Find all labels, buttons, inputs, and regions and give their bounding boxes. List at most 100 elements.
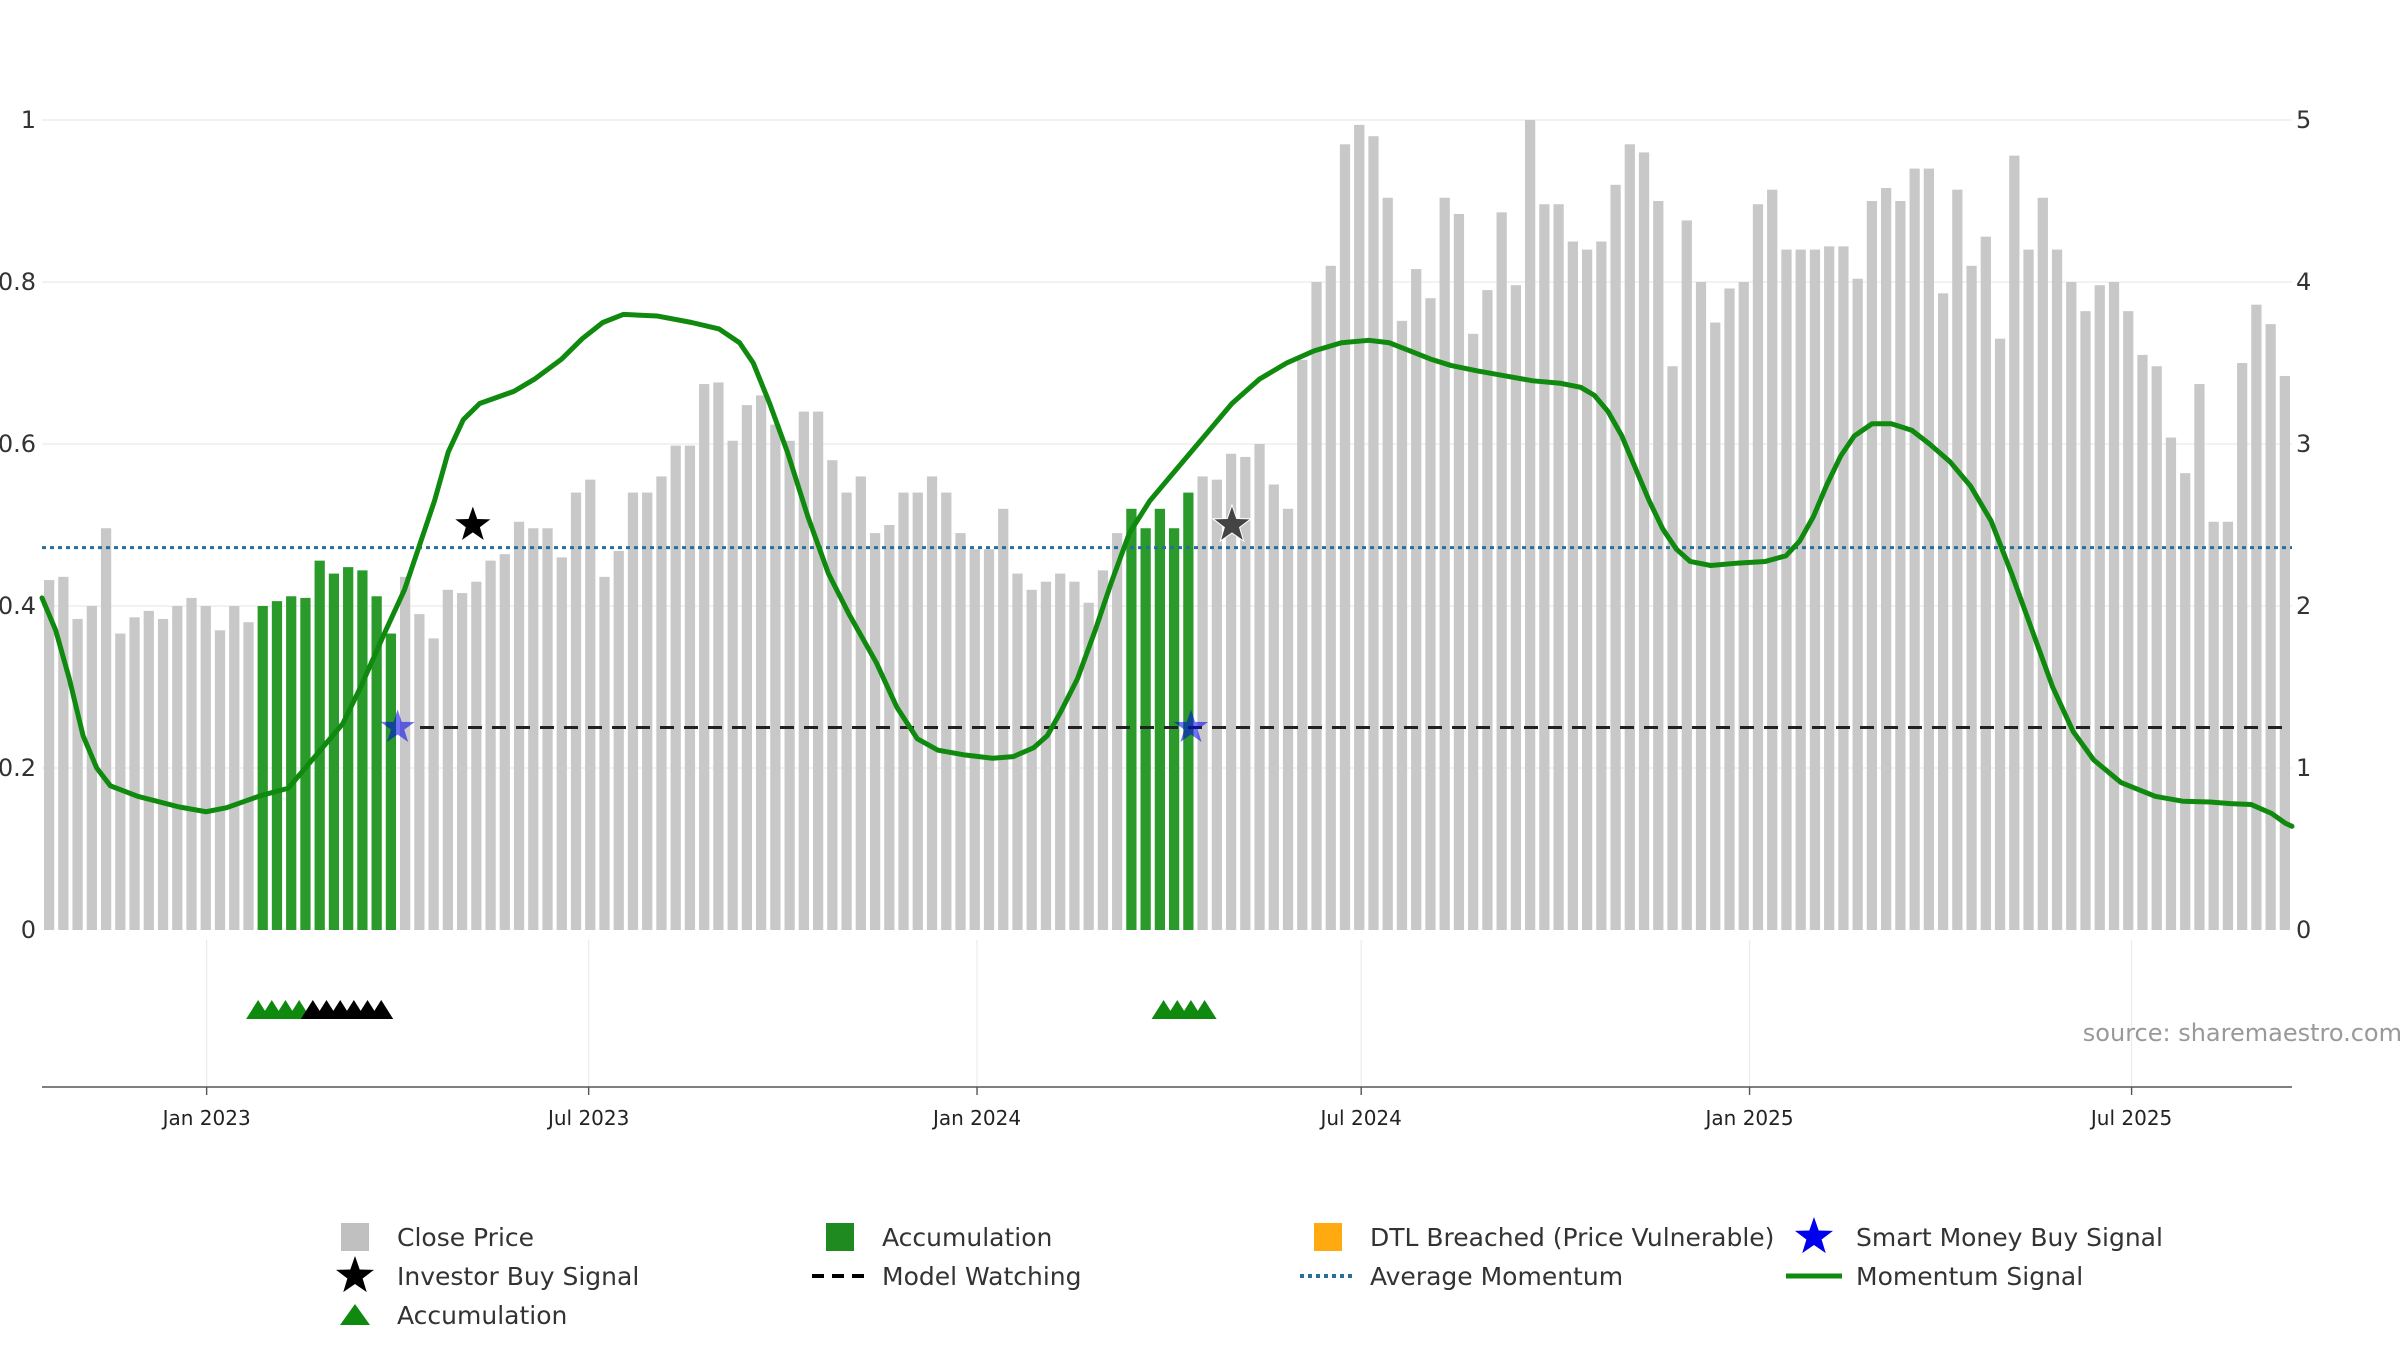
close-price-bar xyxy=(1268,484,1279,930)
legend-square-icon xyxy=(1314,1223,1342,1251)
close-price-bar xyxy=(955,533,966,930)
close-price-bar xyxy=(627,492,639,930)
close-price-bar xyxy=(570,492,582,930)
accumulation-bar xyxy=(357,570,368,930)
legend-item: Momentum Signal xyxy=(1786,1262,2083,1291)
accumulation-bar xyxy=(343,567,354,930)
axes-layer: 0 0.2 0.4 0.6 0.8 1 0 1 2 3 4 5 Jan 2023 Jul 2023 Jan … xyxy=(0,106,2311,1130)
close-price-bar xyxy=(1539,204,1550,931)
close-price-bar xyxy=(1368,136,1379,930)
close-price-bar xyxy=(1667,366,1678,930)
accumulation-triangle xyxy=(1192,1000,1217,1019)
close-price-bar xyxy=(1738,282,1749,930)
close-price-bar xyxy=(969,549,980,930)
legend-layer: Close Price Accumulation DTL Breached (Pri… xyxy=(335,1217,2163,1330)
close-price-bar xyxy=(115,633,126,930)
close-price-bar xyxy=(86,606,97,930)
close-price-bar xyxy=(869,533,881,930)
close-price-bar xyxy=(542,528,553,930)
legend-square-icon xyxy=(826,1223,854,1251)
close-price-bar xyxy=(1795,249,1806,931)
markers-layer xyxy=(246,503,1253,1019)
legend-label: Close Price xyxy=(397,1223,534,1252)
close-price-bar xyxy=(1980,236,1991,930)
close-price-bar xyxy=(784,440,795,930)
close-price-bar xyxy=(1695,282,1707,930)
close-price-bar xyxy=(513,521,525,930)
right-axis-tick-label: 1 xyxy=(2296,754,2311,782)
close-price-bar xyxy=(1624,144,1635,931)
close-price-bar xyxy=(1097,570,1109,930)
close-price-bar xyxy=(157,618,169,930)
legend-item: Accumulation xyxy=(340,1301,567,1330)
right-axis-tick-label: 0 xyxy=(2296,916,2311,944)
x-axis-tick-label: Jan 2025 xyxy=(1704,1106,1794,1130)
accumulation-bar xyxy=(1183,492,1194,930)
close-price-bar xyxy=(1681,220,1692,930)
legend-triangle-icon xyxy=(340,1304,370,1325)
close-price-bar xyxy=(1197,476,1208,930)
accumulation-bar xyxy=(257,606,268,930)
investor-buy-star xyxy=(452,503,494,543)
close-price-bar xyxy=(528,528,539,930)
close-price-bar xyxy=(1966,265,1977,930)
close-price-bar xyxy=(129,617,140,930)
close-price-bar xyxy=(229,606,240,930)
close-price-bar xyxy=(1838,246,1849,931)
close-price-bar xyxy=(812,411,824,931)
close-price-bar xyxy=(2151,366,2162,930)
left-axis-tick-label: 0.4 xyxy=(0,592,36,620)
close-price-bar xyxy=(770,424,781,930)
close-price-bar xyxy=(1994,338,2006,930)
close-price-bar xyxy=(2279,375,2290,931)
close-price-bar xyxy=(670,445,681,930)
close-price-bar xyxy=(1581,249,1593,931)
close-price-bar xyxy=(1211,479,1222,930)
x-axis-tick-label: Jan 2023 xyxy=(161,1106,251,1130)
close-price-bar xyxy=(1567,241,1578,930)
accumulation-bar xyxy=(385,633,397,930)
close-price-bar xyxy=(1824,246,1835,931)
accumulation-bar xyxy=(371,596,382,930)
close-price-bar xyxy=(1083,602,1094,930)
close-price-bar xyxy=(2265,324,2276,930)
close-price-bar xyxy=(1240,456,1251,930)
legend-item: Smart Money Buy Signal xyxy=(1794,1217,2163,1254)
close-price-bar xyxy=(841,492,852,930)
close-price-bar xyxy=(998,508,1009,930)
close-price-bar xyxy=(2137,354,2148,930)
close-price-bar xyxy=(400,576,411,930)
close-price-bar xyxy=(1909,168,1920,931)
close-price-bar xyxy=(43,580,55,930)
close-price-bar xyxy=(2251,304,2262,930)
left-axis-tick-label: 0.8 xyxy=(0,268,36,296)
close-price-bar xyxy=(1297,359,1308,930)
close-price-bar xyxy=(1724,288,1735,931)
close-price-bar xyxy=(756,395,767,930)
left-axis-tick-label: 0.2 xyxy=(0,754,36,782)
close-price-bar xyxy=(1026,589,1037,930)
close-price-bar xyxy=(642,492,653,930)
right-axis-tick-label: 4 xyxy=(2296,268,2311,296)
x-axis-tick-label: Jul 2024 xyxy=(1318,1106,1401,1130)
legend-label: DTL Breached (Price Vulnerable) xyxy=(1370,1223,1774,1252)
close-price-bar xyxy=(1866,201,1878,930)
close-price-bar xyxy=(556,557,567,930)
x-axis-tick-label: Jul 2023 xyxy=(546,1106,629,1130)
close-price-bar xyxy=(741,405,753,930)
smart-money-star xyxy=(380,709,415,743)
close-price-bar xyxy=(2222,521,2234,930)
close-price-bar xyxy=(585,479,596,930)
accumulation-bar xyxy=(300,597,311,930)
close-price-bar xyxy=(1937,293,1949,931)
close-price-bar xyxy=(599,576,610,930)
accumulation-bar xyxy=(1168,528,1180,930)
close-price-bar xyxy=(941,492,952,930)
close-price-bar xyxy=(1638,152,1650,930)
legend-item: Accumulation xyxy=(826,1223,1052,1252)
close-price-bar xyxy=(1254,444,1265,930)
close-price-bar xyxy=(1069,581,1080,930)
smart-money-star xyxy=(1173,709,1209,743)
accumulation-bar xyxy=(1126,508,1137,930)
close-price-bar xyxy=(1339,144,1351,931)
